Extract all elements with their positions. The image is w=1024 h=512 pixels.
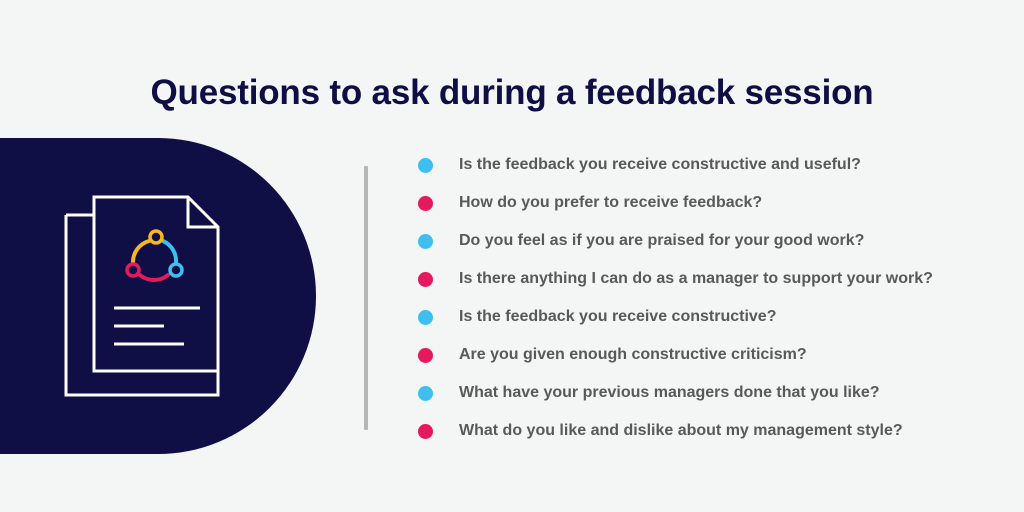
bullet-dot-icon: [418, 271, 433, 287]
feedback-document-icon: [64, 195, 220, 397]
list-item: What do you like and dislike about my ma…: [418, 412, 933, 450]
question-text: How do you prefer to receive feedback?: [459, 194, 763, 211]
question-text: Is the feedback you receive constructive…: [459, 308, 777, 325]
bullet-dot-icon: [418, 233, 433, 249]
bullet-dot-icon: [418, 347, 433, 363]
bullet-dot-icon: [418, 423, 433, 439]
bullet-dot-icon: [418, 309, 433, 325]
bullet-dot-icon: [418, 195, 433, 211]
list-item: Is the feedback you receive constructive…: [418, 146, 933, 184]
question-text: What have your previous managers done th…: [459, 384, 880, 401]
bullet-dot-icon: [418, 385, 433, 401]
question-list: Is the feedback you receive constructive…: [418, 146, 933, 450]
question-text: Is the feedback you receive constructive…: [459, 156, 861, 173]
illustration-panel: [0, 138, 316, 454]
question-text: What do you like and dislike about my ma…: [459, 422, 903, 439]
list-item: Is the feedback you receive constructive…: [418, 298, 933, 336]
page-title: Questions to ask during a feedback sessi…: [150, 73, 874, 113]
question-text: Is there anything I can do as a manager …: [459, 270, 933, 287]
list-item: Do you feel as if you are praised for yo…: [418, 222, 933, 260]
question-text: Are you given enough constructive critic…: [459, 346, 807, 363]
question-text: Do you feel as if you are praised for yo…: [459, 232, 865, 249]
list-item: Are you given enough constructive critic…: [418, 336, 933, 374]
list-item: What have your previous managers done th…: [418, 374, 933, 412]
divider: [364, 166, 368, 430]
list-item: Is there anything I can do as a manager …: [418, 260, 933, 298]
bullet-dot-icon: [418, 157, 433, 173]
list-item: How do you prefer to receive feedback?: [418, 184, 933, 222]
